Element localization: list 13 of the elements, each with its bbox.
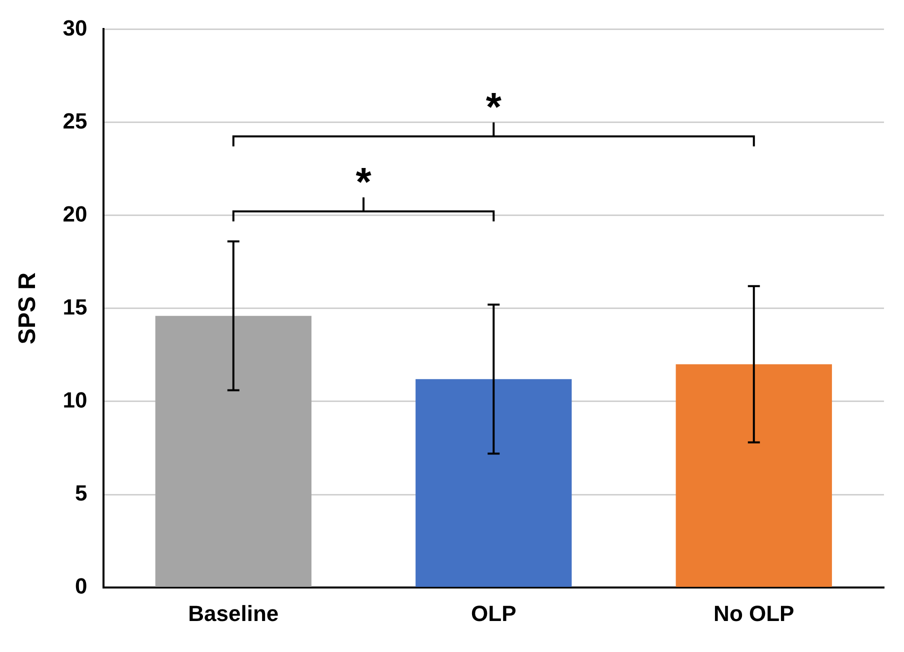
y-tick-label: 30 bbox=[62, 15, 88, 40]
x-tick-label: No OLP bbox=[714, 600, 794, 626]
x-tick-label: Baseline bbox=[188, 600, 279, 626]
y-axis-title: SPS R bbox=[14, 272, 42, 344]
y-tick-label: 20 bbox=[62, 201, 88, 226]
y-tick-label: 25 bbox=[62, 108, 88, 134]
y-tick-label: 5 bbox=[75, 480, 88, 506]
annotation: * bbox=[486, 85, 502, 130]
annotation: * bbox=[356, 160, 372, 204]
y-tick-label: 15 bbox=[62, 294, 88, 320]
y-tick-label: 0 bbox=[75, 574, 88, 599]
y-tick-label: 10 bbox=[62, 388, 88, 413]
x-tick-label: OLP bbox=[471, 600, 516, 626]
